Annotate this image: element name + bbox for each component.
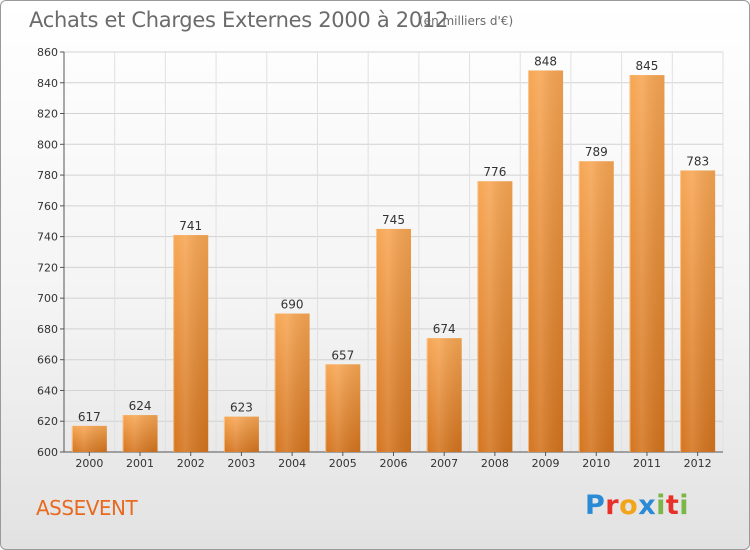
logo-letter: t [665, 490, 680, 521]
bar-shine [629, 75, 665, 453]
bar-shine [223, 416, 259, 452]
chart-title: Achats et Charges Externes 2000 à 2012 [29, 8, 449, 32]
bar-shine [325, 364, 361, 452]
data-label: 657 [331, 348, 354, 362]
logo-letter: i [679, 490, 690, 521]
bar-shine [122, 415, 158, 452]
data-label: 776 [483, 165, 506, 179]
x-tick-label: 2008 [481, 457, 509, 470]
bar-shine [477, 181, 513, 452]
x-tick-label: 2012 [684, 457, 712, 470]
y-tick-label: 780 [37, 169, 58, 182]
data-label: 789 [585, 145, 608, 159]
bar-shine [71, 425, 107, 452]
y-tick-label: 800 [37, 138, 58, 151]
y-tick-label: 660 [37, 354, 58, 367]
x-tick-label: 2007 [430, 457, 458, 470]
bars [71, 70, 716, 453]
y-tick-label: 680 [37, 323, 58, 336]
x-tick-label: 2001 [126, 457, 154, 470]
logo-letter: x [638, 490, 657, 521]
x-tick-label: 2004 [278, 457, 306, 470]
axes: 600 620 640 660 680 700 720 740 760 780 800 820 840 8… [37, 46, 723, 470]
bar-shine [528, 70, 564, 452]
y-tick-label: 600 [37, 446, 58, 459]
x-tick-label: 2005 [329, 457, 357, 470]
logo-letter: P [585, 490, 606, 521]
data-label: 741 [179, 219, 202, 233]
y-tick-label: 700 [37, 292, 58, 305]
y-tick-label: 820 [37, 108, 58, 121]
bar-shine [680, 170, 716, 452]
data-label: 848 [534, 54, 557, 68]
x-tick-label: 2003 [227, 457, 255, 470]
data-label: 745 [382, 213, 405, 227]
x-tick-label: 2011 [633, 457, 661, 470]
y-tick-label: 840 [37, 77, 58, 90]
x-tick-label: 2010 [582, 457, 610, 470]
y-tick-label: 720 [37, 261, 58, 274]
bar-shine [376, 228, 411, 452]
data-label: 617 [78, 410, 101, 424]
bar-shine [426, 338, 462, 452]
x-tick-label: 2000 [75, 457, 103, 470]
data-label: 690 [281, 298, 304, 312]
data-label: 624 [129, 399, 152, 413]
x-tick-label: 2002 [177, 457, 205, 470]
x-tick-label: 2009 [532, 457, 560, 470]
bar-shine [274, 313, 310, 452]
logo-letter: i [656, 490, 666, 521]
x-tick-label: 2006 [380, 457, 408, 470]
chart-unit: (en milliers d'€) [419, 14, 514, 28]
y-tick-label: 860 [37, 46, 58, 59]
data-label: 783 [686, 154, 709, 168]
bar-shine [173, 235, 209, 452]
y-tick-label: 760 [37, 200, 58, 213]
data-label: 845 [636, 59, 659, 73]
proxiti-logo[interactable]: Proxiti [585, 490, 689, 521]
y-tick-label: 740 [37, 231, 58, 244]
data-label: 674 [433, 322, 456, 336]
logo-letter: o [619, 490, 639, 521]
bar-shine [578, 161, 614, 452]
y-tick-label: 620 [37, 415, 58, 428]
logo-letter: r [605, 490, 620, 521]
data-labels: 617 624 741 623 690 657 745 674 776 848 789 845 783 [78, 54, 709, 423]
commune-name: ASSEVENT [36, 496, 138, 520]
data-label: 623 [230, 401, 253, 415]
y-tick-label: 640 [37, 384, 58, 397]
